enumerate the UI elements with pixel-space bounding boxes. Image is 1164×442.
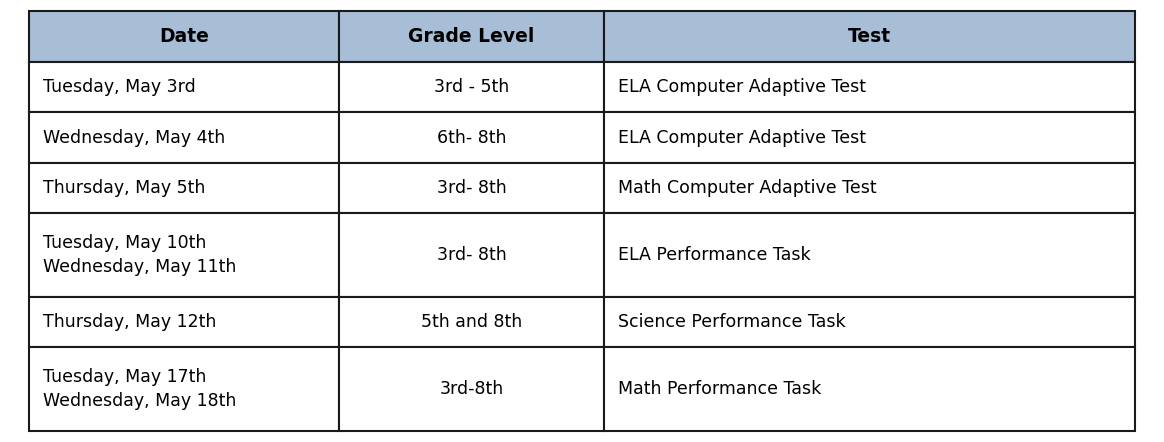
Text: ELA Computer Adaptive Test: ELA Computer Adaptive Test xyxy=(618,78,866,96)
Bar xyxy=(339,112,604,163)
Bar xyxy=(604,112,1135,163)
Text: Math Computer Adaptive Test: Math Computer Adaptive Test xyxy=(618,179,876,197)
Text: Thursday, May 5th: Thursday, May 5th xyxy=(43,179,205,197)
Bar xyxy=(604,347,1135,431)
Bar xyxy=(604,297,1135,347)
Text: ELA Performance Task: ELA Performance Task xyxy=(618,246,810,264)
Text: Math Performance Task: Math Performance Task xyxy=(618,380,822,398)
Bar xyxy=(29,297,339,347)
Bar xyxy=(339,213,604,297)
Bar xyxy=(339,163,604,213)
Bar xyxy=(339,297,604,347)
Bar xyxy=(604,163,1135,213)
Text: 3rd- 8th: 3rd- 8th xyxy=(436,246,506,264)
Text: Tuesday, May 10th
Wednesday, May 11th: Tuesday, May 10th Wednesday, May 11th xyxy=(43,234,236,276)
Text: Tuesday, May 17th
Wednesday, May 18th: Tuesday, May 17th Wednesday, May 18th xyxy=(43,369,236,410)
Text: 3rd - 5th: 3rd - 5th xyxy=(434,78,509,96)
Text: Grade Level: Grade Level xyxy=(409,27,534,46)
Text: Science Performance Task: Science Performance Task xyxy=(618,313,846,331)
Bar xyxy=(604,61,1135,112)
Text: Tuesday, May 3rd: Tuesday, May 3rd xyxy=(43,78,196,96)
Bar xyxy=(339,61,604,112)
Text: 3rd-8th: 3rd-8th xyxy=(439,380,504,398)
Text: Wednesday, May 4th: Wednesday, May 4th xyxy=(43,129,226,147)
Bar xyxy=(29,163,339,213)
Bar xyxy=(29,347,339,431)
Bar xyxy=(29,112,339,163)
Bar xyxy=(339,11,604,61)
Text: 3rd- 8th: 3rd- 8th xyxy=(436,179,506,197)
Bar xyxy=(604,213,1135,297)
Text: ELA Computer Adaptive Test: ELA Computer Adaptive Test xyxy=(618,129,866,147)
Text: Test: Test xyxy=(847,27,892,46)
Bar xyxy=(29,213,339,297)
Bar xyxy=(29,61,339,112)
Text: Thursday, May 12th: Thursday, May 12th xyxy=(43,313,217,331)
Text: 6th- 8th: 6th- 8th xyxy=(436,129,506,147)
Text: 5th and 8th: 5th and 8th xyxy=(421,313,521,331)
Bar xyxy=(604,11,1135,61)
Bar xyxy=(339,347,604,431)
Bar xyxy=(29,11,339,61)
Text: Date: Date xyxy=(159,27,208,46)
